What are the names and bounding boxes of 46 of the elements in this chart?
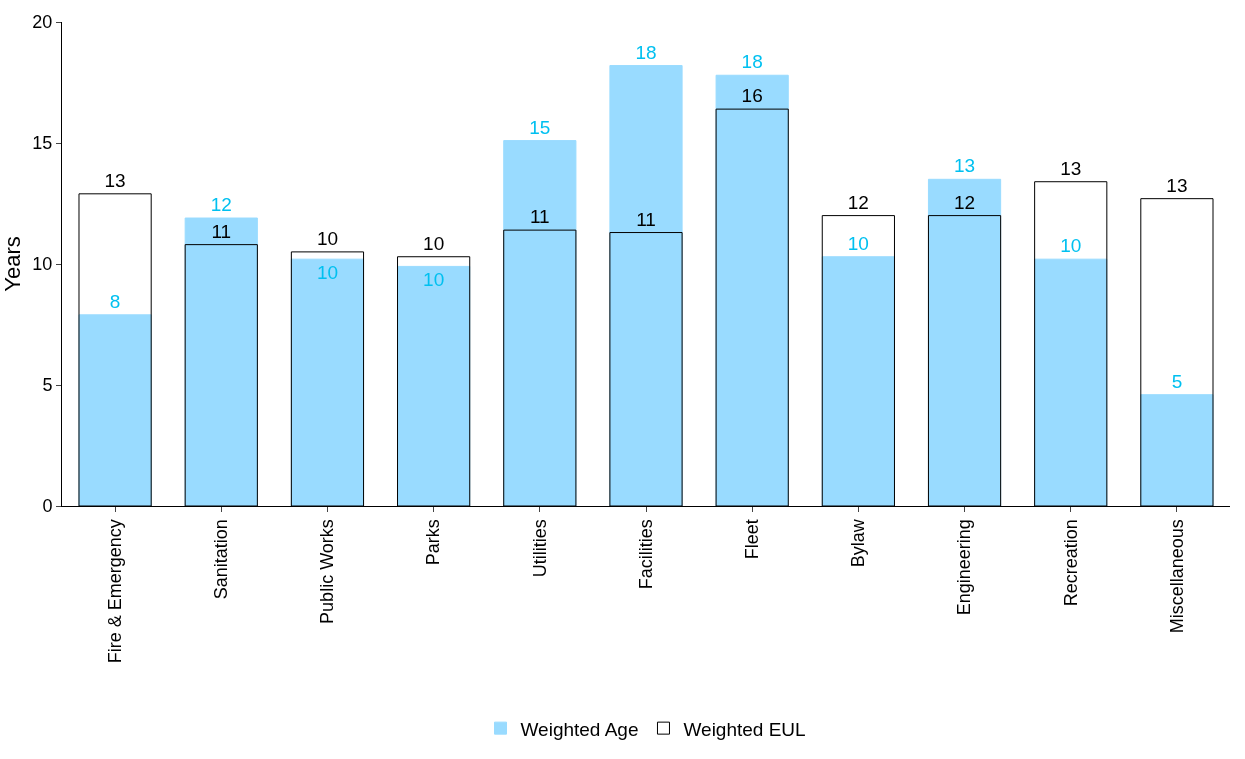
data-label: 12 xyxy=(847,191,869,213)
x-tick-label: Recreation xyxy=(1060,519,1081,607)
x-tick-label: Fleet xyxy=(742,519,763,560)
bar xyxy=(503,140,577,506)
x-tick-label: Utilities xyxy=(529,519,550,578)
data-label: 11 xyxy=(636,208,656,230)
y-tick-label: 0 xyxy=(42,496,53,517)
bar xyxy=(1034,258,1108,506)
x-tick-label: Fire & Emergency xyxy=(104,519,125,664)
legend-label: Weighted EUL xyxy=(683,718,806,740)
data-label: 10 xyxy=(316,262,339,284)
data-label: 10 xyxy=(316,227,339,249)
data-label: 11 xyxy=(211,220,232,242)
data-label: 18 xyxy=(741,51,763,73)
bar xyxy=(1140,394,1214,506)
x-tick-label: Engineering xyxy=(954,519,975,616)
x-tick-label: Public Works xyxy=(317,519,338,624)
data-label: 10 xyxy=(423,232,445,254)
x-tick-label: Parks xyxy=(423,519,444,566)
data-label: 13 xyxy=(953,155,976,177)
data-label: 12 xyxy=(210,194,232,216)
data-label: 13 xyxy=(104,169,126,191)
data-label: 16 xyxy=(741,85,763,107)
data-label: 10 xyxy=(423,269,445,291)
x-tick-label: Facilities xyxy=(635,519,656,590)
y-tick-label: 15 xyxy=(32,133,53,154)
x-tick-label: Miscellaneous xyxy=(1166,519,1187,634)
x-tick-label: Bylaw xyxy=(848,518,869,568)
x-tick-label: Sanitation xyxy=(211,519,232,600)
bar xyxy=(78,314,152,506)
data-label: 10 xyxy=(1060,235,1082,257)
y-tick-label: 20 xyxy=(32,12,53,33)
bar xyxy=(609,65,683,506)
data-label: 13 xyxy=(1060,157,1082,179)
legend-label: Weighted Age xyxy=(520,718,639,740)
data-label: 8 xyxy=(109,290,121,312)
data-label: 15 xyxy=(529,116,551,138)
data-label: 13 xyxy=(1166,174,1188,196)
data-label: 5 xyxy=(1171,370,1183,392)
data-label: 11 xyxy=(529,206,550,228)
data-label: 10 xyxy=(847,232,869,254)
data-label: 18 xyxy=(635,41,657,63)
y-axis-title: Years xyxy=(0,236,26,292)
y-tick-label: 5 xyxy=(42,375,53,396)
y-tick-label: 10 xyxy=(32,254,53,275)
data-label: 12 xyxy=(953,191,976,213)
